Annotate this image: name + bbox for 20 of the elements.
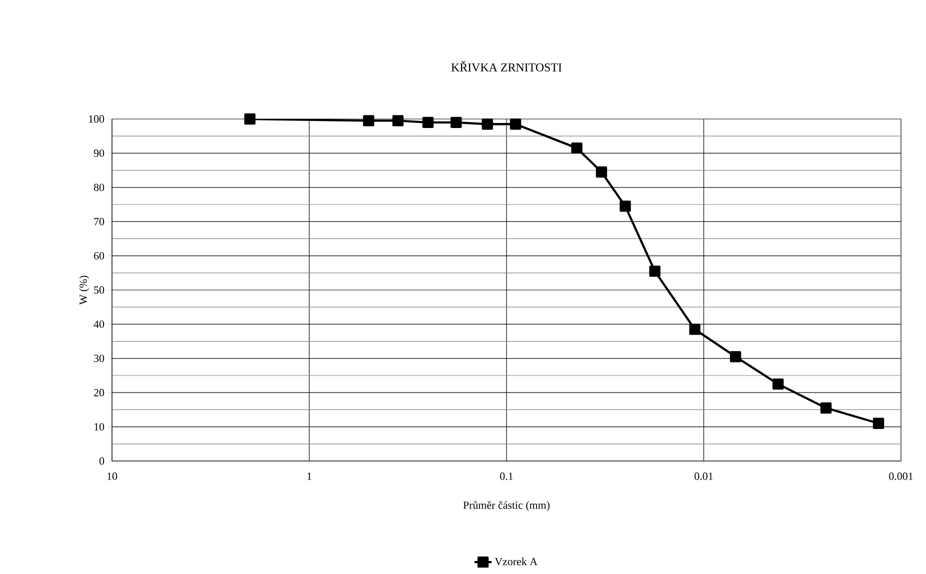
y-tick-label: 10	[94, 423, 104, 430]
y-tick-label: 50	[94, 286, 104, 294]
legend-label: Vzorek A	[494, 558, 538, 566]
y-tick-label: 60	[94, 252, 104, 260]
y-tick-label: 100	[89, 115, 104, 123]
y-tick-label: 20	[94, 388, 104, 396]
y-tick-label: 90	[94, 150, 104, 157]
x-tick-label: 10	[107, 472, 118, 480]
x-tick-label: 0.001	[889, 472, 913, 480]
y-tick-label: 70	[94, 218, 104, 226]
x-tick-label: 1	[307, 472, 312, 480]
x-axis-title: Průměr částic (mm)	[463, 500, 550, 512]
y-tick-label: 40	[94, 320, 104, 328]
y-tick-label: 80	[94, 184, 104, 192]
y-tick-label: 0	[99, 457, 104, 465]
x-tick-label: 0.1	[500, 472, 513, 480]
x-tick-label: 0.01	[694, 472, 713, 480]
y-axis-title: W (%)	[79, 276, 90, 305]
chart-title: KŘIVKA ZRNITOSTI	[451, 61, 562, 72]
y-tick-label: 30	[94, 354, 104, 362]
